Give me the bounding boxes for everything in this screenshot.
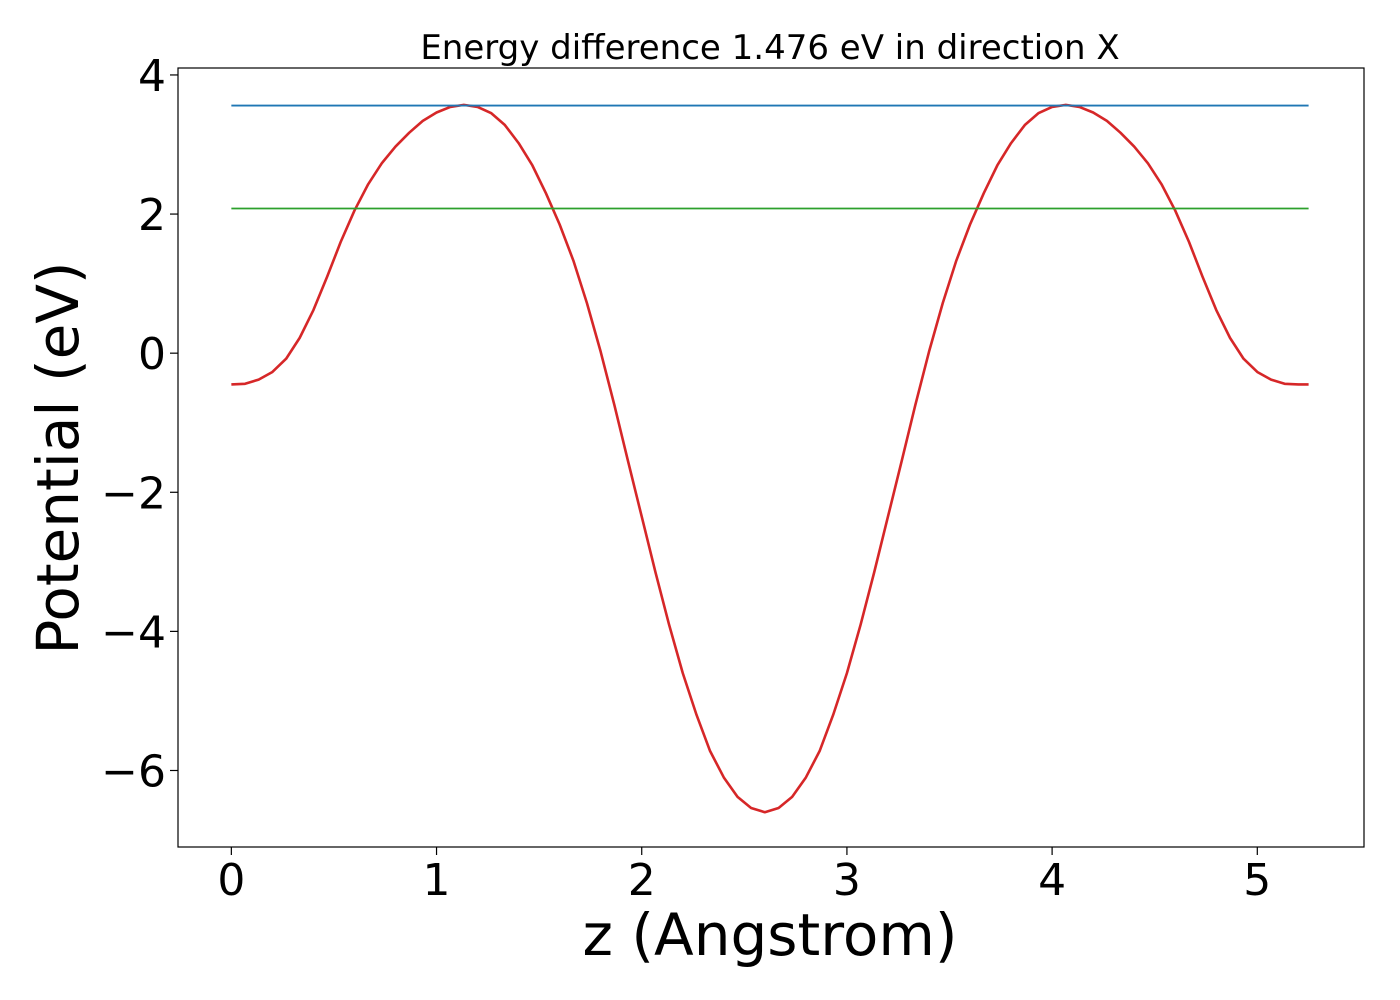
y-tick-label: 2 (138, 190, 166, 241)
y-tick-label: 4 (138, 51, 166, 102)
x-tick-label: 0 (217, 855, 245, 906)
plot-area (177, 67, 1365, 848)
chart-title: Energy difference 1.476 eV in direction … (420, 28, 1119, 68)
y-tick-label: −6 (101, 746, 166, 797)
x-tick-label: 4 (1038, 855, 1066, 906)
x-tick-label: 2 (628, 855, 656, 906)
x-axis-label: z (Angstrom) (583, 901, 958, 969)
y-tick-label: 0 (138, 329, 166, 380)
x-tick-label: 3 (833, 855, 861, 906)
series-layer (231, 103, 1309, 814)
x-tick-label: 5 (1243, 855, 1271, 906)
x-tick-label: 1 (423, 855, 451, 906)
y-axis-label: Potential (eV) (24, 261, 92, 654)
y-tick-label: −2 (101, 468, 166, 519)
y-axis: −6 −4 −2 0 2 4 (101, 51, 178, 797)
x-axis: 0 1 2 3 4 5 (217, 847, 1271, 906)
plot-frame (177, 67, 1365, 848)
series-line-0 (231, 103, 1309, 814)
y-tick-label: −4 (101, 607, 166, 658)
